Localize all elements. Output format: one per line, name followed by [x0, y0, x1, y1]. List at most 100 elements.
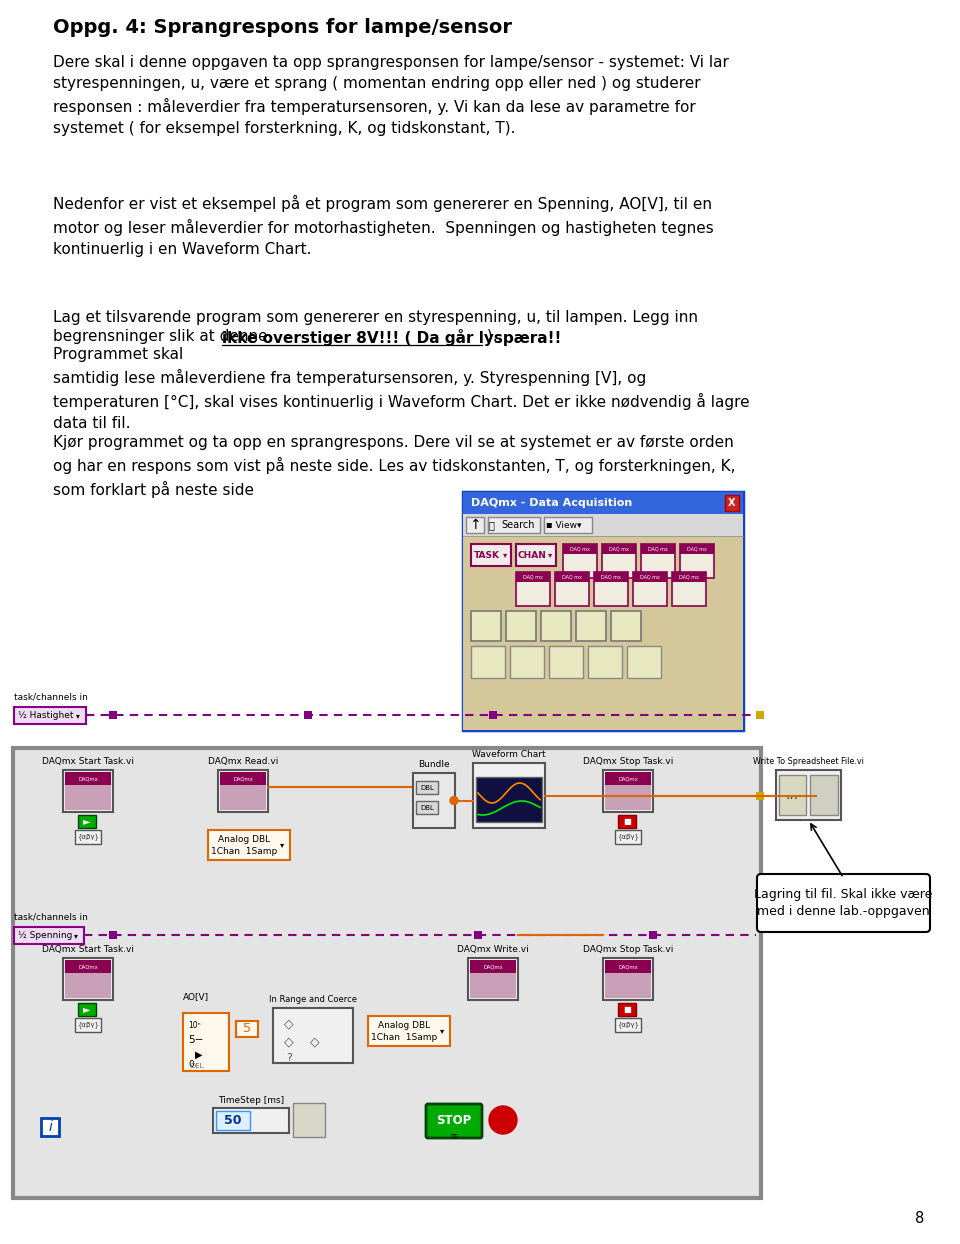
FancyBboxPatch shape [594, 572, 628, 581]
Text: ◇: ◇ [310, 1035, 320, 1049]
Text: 8: 8 [916, 1210, 924, 1227]
Text: Lagring til fil. Skal ikke være
med i denne lab.-oppgaven: Lagring til fil. Skal ikke være med i de… [755, 888, 933, 918]
FancyBboxPatch shape [603, 770, 653, 812]
FancyBboxPatch shape [218, 770, 268, 812]
Text: {αβγ}: {αβγ} [77, 1021, 99, 1029]
FancyBboxPatch shape [426, 1103, 482, 1138]
FancyBboxPatch shape [183, 1013, 229, 1071]
Text: DAQmx: DAQmx [233, 776, 252, 781]
Text: DAQ mx: DAQ mx [679, 575, 699, 580]
Text: i: i [48, 1120, 52, 1135]
FancyBboxPatch shape [672, 572, 706, 606]
Text: DAQmx: DAQmx [483, 964, 503, 969]
FancyBboxPatch shape [649, 931, 657, 939]
Text: Kjør programmet og ta opp en sprangrespons. Dere vil se at systemet er av første: Kjør programmet og ta opp en sprangrespo… [53, 435, 735, 498]
FancyBboxPatch shape [63, 770, 113, 812]
FancyBboxPatch shape [109, 931, 117, 939]
Text: ↑: ↑ [469, 518, 481, 532]
FancyBboxPatch shape [41, 1118, 59, 1136]
Text: task/channels in: task/channels in [14, 693, 88, 702]
FancyBboxPatch shape [602, 544, 636, 578]
FancyBboxPatch shape [602, 544, 636, 554]
Text: ?: ? [286, 1052, 292, 1064]
Text: DAQ mx: DAQ mx [687, 546, 707, 551]
Circle shape [489, 1106, 517, 1135]
FancyBboxPatch shape [14, 707, 86, 724]
FancyBboxPatch shape [725, 495, 739, 511]
FancyBboxPatch shape [413, 773, 455, 829]
Text: 1Chan  1Samp: 1Chan 1Samp [371, 1033, 437, 1041]
Text: {αβγ}: {αβγ} [77, 833, 99, 841]
FancyBboxPatch shape [506, 611, 536, 641]
FancyBboxPatch shape [463, 536, 743, 730]
Text: TF: TF [450, 1135, 458, 1140]
FancyBboxPatch shape [368, 1016, 450, 1046]
Text: ...: ... [785, 787, 799, 802]
Text: DAQmx Start Task.vi: DAQmx Start Task.vi [42, 758, 134, 766]
Text: 5: 5 [243, 1023, 251, 1035]
Text: DAQmx - Data Acquisition: DAQmx - Data Acquisition [471, 498, 633, 508]
Text: DAQmx Write.vi: DAQmx Write.vi [457, 945, 529, 954]
FancyBboxPatch shape [208, 830, 290, 860]
Text: CHAN: CHAN [517, 551, 546, 560]
Text: DAQmx: DAQmx [78, 964, 98, 969]
FancyBboxPatch shape [471, 646, 505, 678]
FancyBboxPatch shape [641, 544, 675, 578]
FancyBboxPatch shape [618, 815, 636, 829]
FancyBboxPatch shape [213, 1108, 289, 1133]
FancyBboxPatch shape [470, 960, 516, 998]
FancyBboxPatch shape [75, 830, 101, 843]
Text: {αβγ}: {αβγ} [617, 1021, 639, 1029]
FancyBboxPatch shape [576, 611, 606, 641]
FancyBboxPatch shape [779, 775, 806, 815]
FancyBboxPatch shape [63, 958, 113, 1000]
FancyBboxPatch shape [471, 611, 501, 641]
FancyBboxPatch shape [680, 544, 714, 578]
Text: Write To Spreadsheet File.vi: Write To Spreadsheet File.vi [753, 758, 864, 766]
Text: ▾: ▾ [74, 931, 78, 940]
Text: Analog DBL: Analog DBL [218, 835, 270, 843]
FancyBboxPatch shape [633, 572, 667, 606]
Text: 0: 0 [188, 1060, 194, 1069]
FancyBboxPatch shape [605, 773, 651, 810]
Text: Lag et tilsvarende program som genererer en styrespenning, u, til lampen. Legg i: Lag et tilsvarende program som genererer… [53, 310, 698, 325]
Text: ►: ► [84, 816, 91, 826]
FancyBboxPatch shape [588, 646, 622, 678]
FancyBboxPatch shape [680, 544, 714, 554]
FancyBboxPatch shape [544, 518, 592, 532]
FancyBboxPatch shape [75, 1018, 101, 1033]
FancyBboxPatch shape [416, 781, 438, 794]
FancyBboxPatch shape [78, 1003, 96, 1016]
FancyBboxPatch shape [776, 770, 841, 820]
Text: ▾: ▾ [440, 1026, 444, 1035]
FancyBboxPatch shape [463, 491, 743, 730]
FancyBboxPatch shape [236, 1021, 258, 1037]
FancyBboxPatch shape [466, 518, 484, 532]
FancyBboxPatch shape [563, 544, 597, 578]
Text: DEL: DEL [190, 1064, 204, 1069]
Text: DAQ mx: DAQ mx [562, 575, 582, 580]
Text: DAQ mx: DAQ mx [640, 575, 660, 580]
Text: DAQ mx: DAQ mx [570, 546, 590, 551]
FancyBboxPatch shape [615, 1018, 641, 1033]
FancyBboxPatch shape [65, 960, 111, 973]
FancyBboxPatch shape [65, 960, 111, 998]
FancyBboxPatch shape [488, 518, 540, 532]
FancyBboxPatch shape [757, 875, 930, 932]
Text: DAQmx Stop Task.vi: DAQmx Stop Task.vi [583, 945, 673, 954]
FancyBboxPatch shape [605, 773, 651, 785]
FancyBboxPatch shape [463, 491, 743, 514]
Text: ▾: ▾ [280, 841, 284, 850]
Circle shape [450, 796, 458, 805]
FancyBboxPatch shape [516, 572, 550, 606]
FancyBboxPatch shape [304, 712, 312, 719]
FancyBboxPatch shape [14, 927, 84, 944]
Text: DAQmx Read.vi: DAQmx Read.vi [207, 758, 278, 766]
Text: ).: ). [482, 328, 498, 343]
Text: 1Chan  1Samp: 1Chan 1Samp [211, 846, 277, 856]
FancyBboxPatch shape [563, 544, 597, 554]
FancyBboxPatch shape [618, 1003, 636, 1016]
Text: Search: Search [501, 520, 535, 530]
Text: Programmet skal
samtidig lese måleverdiene fra temperatursensoren, y. Styrespenn: Programmet skal samtidig lese måleverdie… [53, 347, 750, 432]
Text: 5−: 5− [188, 1035, 204, 1045]
